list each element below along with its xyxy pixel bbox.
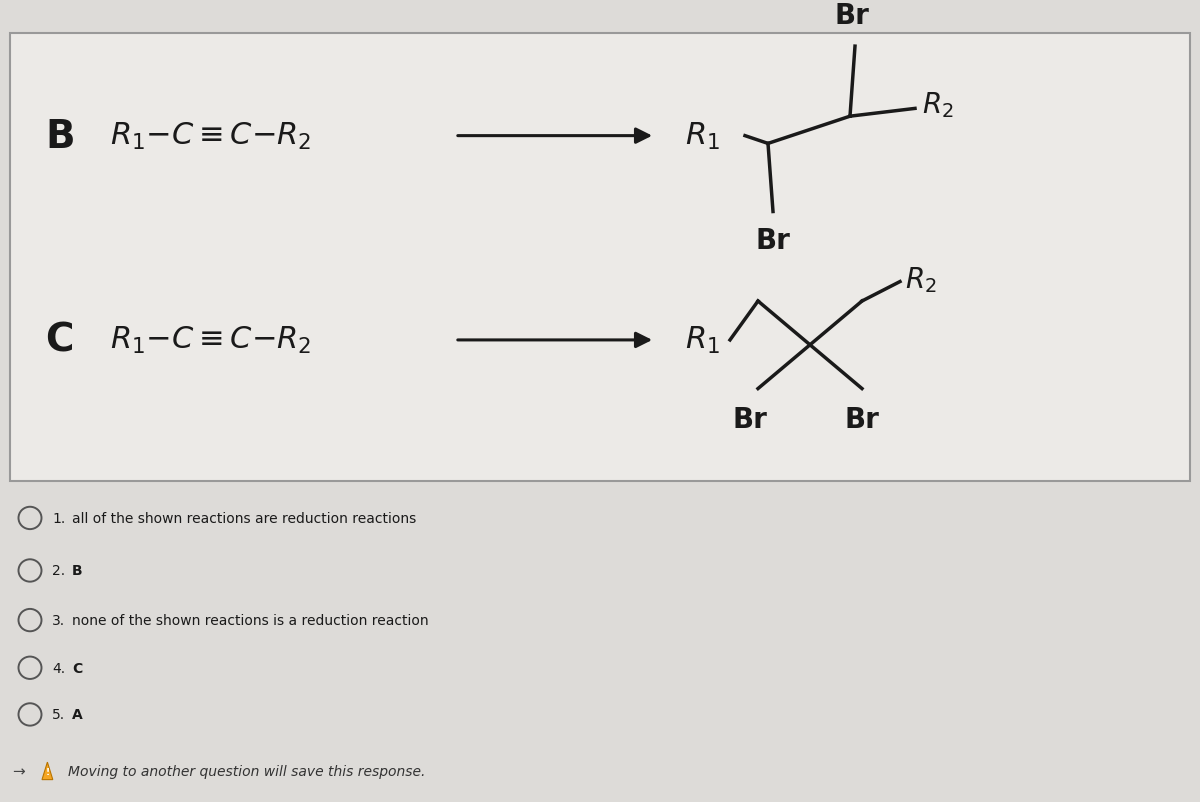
Text: →: →	[12, 764, 25, 779]
Text: $R_1$: $R_1$	[685, 121, 720, 152]
Text: $R_1{-}C{\equiv}C{-}R_2$: $R_1{-}C{\equiv}C{-}R_2$	[110, 325, 312, 356]
Text: Br: Br	[834, 2, 870, 30]
Text: none of the shown reactions is a reduction reaction: none of the shown reactions is a reducti…	[72, 614, 428, 627]
Text: Br: Br	[845, 406, 880, 434]
Text: B: B	[72, 564, 83, 577]
Text: $R_1$: $R_1$	[685, 325, 720, 356]
Text: $R_2$: $R_2$	[922, 91, 954, 120]
Text: all of the shown reactions are reduction reactions: all of the shown reactions are reduction…	[72, 512, 416, 525]
Text: 3.: 3.	[52, 614, 65, 627]
Text: 2.: 2.	[52, 564, 65, 577]
Text: 4.: 4.	[52, 661, 65, 675]
Text: B: B	[46, 117, 74, 156]
Text: $R_2$: $R_2$	[905, 265, 937, 294]
Text: C: C	[46, 322, 73, 359]
FancyBboxPatch shape	[10, 34, 1190, 481]
Text: 5.: 5.	[52, 707, 65, 722]
Text: !: !	[46, 768, 49, 776]
Text: Br: Br	[756, 227, 791, 255]
Text: 1.: 1.	[52, 512, 65, 525]
Polygon shape	[42, 762, 53, 780]
Text: Br: Br	[732, 406, 768, 434]
Text: Moving to another question will save this response.: Moving to another question will save thi…	[68, 764, 425, 778]
Text: C: C	[72, 661, 83, 675]
Text: $R_1{-}C{\equiv}C{-}R_2$: $R_1{-}C{\equiv}C{-}R_2$	[110, 121, 312, 152]
Text: A: A	[72, 707, 83, 722]
